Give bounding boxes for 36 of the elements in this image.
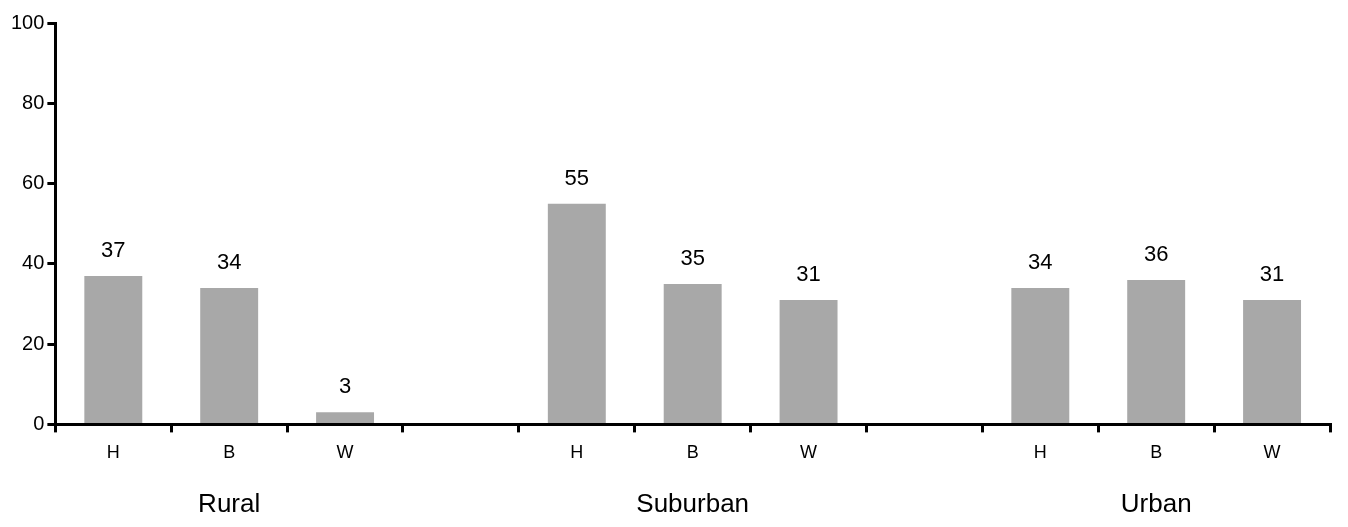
data-label: 31 bbox=[1259, 261, 1285, 287]
data-label: 37 bbox=[101, 236, 126, 262]
x-tick-label: W bbox=[336, 442, 354, 463]
y-tick-label: 60 bbox=[22, 171, 45, 194]
text: Urban bbox=[1120, 488, 1192, 518]
x-tick-label: B bbox=[223, 442, 236, 463]
bar bbox=[316, 412, 375, 423]
data-label: 3 bbox=[338, 373, 352, 399]
bar bbox=[779, 299, 838, 423]
x-tick-label: H bbox=[106, 442, 120, 463]
data-label: 55 bbox=[564, 164, 590, 190]
y-tick-label: 80 bbox=[22, 90, 45, 113]
x-tick-label: H bbox=[570, 442, 584, 463]
bar bbox=[547, 203, 606, 423]
x-tick-label: H bbox=[1033, 442, 1047, 463]
y-tick-label: 100 bbox=[10, 10, 45, 33]
data-label: 34 bbox=[1028, 248, 1053, 274]
y-tick-label: 40 bbox=[22, 251, 45, 274]
text: Rural bbox=[198, 488, 261, 518]
y-tick-label: 20 bbox=[22, 331, 45, 354]
x-tick-label: W bbox=[800, 442, 818, 463]
bar bbox=[1243, 299, 1302, 423]
x-tick-label: B bbox=[686, 442, 699, 463]
data-label: 34 bbox=[216, 248, 242, 274]
bar bbox=[84, 275, 143, 423]
bar bbox=[1127, 279, 1186, 423]
y-tick-label: 0 bbox=[33, 411, 45, 434]
data-label: 31 bbox=[796, 261, 821, 287]
bar bbox=[663, 283, 722, 423]
data-label: 35 bbox=[680, 244, 705, 270]
text: Suburban bbox=[636, 488, 750, 518]
bar bbox=[1011, 287, 1070, 423]
x-tick-label: B bbox=[1150, 442, 1163, 463]
x-tick-label: W bbox=[1263, 442, 1281, 463]
data-label: 36 bbox=[1143, 240, 1169, 266]
bar bbox=[200, 287, 259, 423]
